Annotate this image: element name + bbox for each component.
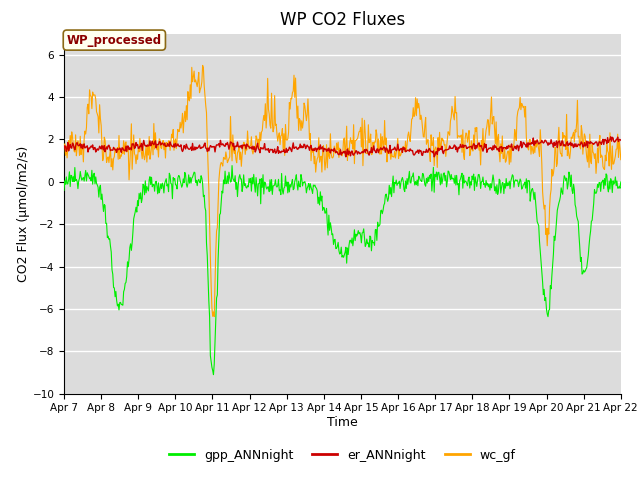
er_ANNnight	[617, 137, 625, 143]
gpp_ANNnight	[617, 179, 625, 185]
er_ANNnight	[430, 154, 438, 160]
wc_gf	[215, 177, 223, 183]
wc_gf	[428, 143, 436, 148]
er_ANNnight	[60, 146, 68, 152]
Legend: gpp_ANNnight, er_ANNnight, wc_gf: gpp_ANNnight, er_ANNnight, wc_gf	[164, 444, 520, 467]
er_ANNnight	[607, 134, 614, 140]
er_ANNnight	[426, 148, 434, 154]
er_ANNnight	[410, 152, 418, 158]
er_ANNnight	[127, 147, 135, 153]
gpp_ANNnight	[210, 372, 218, 378]
wc_gf	[199, 62, 207, 68]
Title: WP CO2 Fluxes: WP CO2 Fluxes	[280, 11, 405, 29]
gpp_ANNnight	[127, 248, 135, 253]
gpp_ANNnight	[228, 163, 236, 168]
er_ANNnight	[184, 145, 192, 151]
wc_gf	[184, 89, 192, 95]
X-axis label: Time: Time	[327, 416, 358, 429]
Line: wc_gf: wc_gf	[64, 65, 621, 317]
er_ANNnight	[70, 145, 78, 151]
wc_gf	[127, 121, 135, 127]
wc_gf	[617, 157, 625, 163]
Text: WP_processed: WP_processed	[67, 34, 162, 47]
Line: er_ANNnight: er_ANNnight	[64, 137, 621, 157]
wc_gf	[60, 143, 68, 149]
er_ANNnight	[214, 142, 221, 148]
wc_gf	[412, 95, 419, 100]
Line: gpp_ANNnight: gpp_ANNnight	[64, 166, 621, 375]
gpp_ANNnight	[428, 188, 436, 194]
gpp_ANNnight	[184, 180, 192, 186]
Y-axis label: CO2 Flux (μmol/m2/s): CO2 Flux (μmol/m2/s)	[17, 145, 29, 282]
gpp_ANNnight	[214, 256, 222, 262]
gpp_ANNnight	[60, 188, 68, 193]
wc_gf	[70, 148, 78, 154]
gpp_ANNnight	[70, 179, 78, 185]
wc_gf	[211, 314, 218, 320]
gpp_ANNnight	[412, 179, 419, 184]
